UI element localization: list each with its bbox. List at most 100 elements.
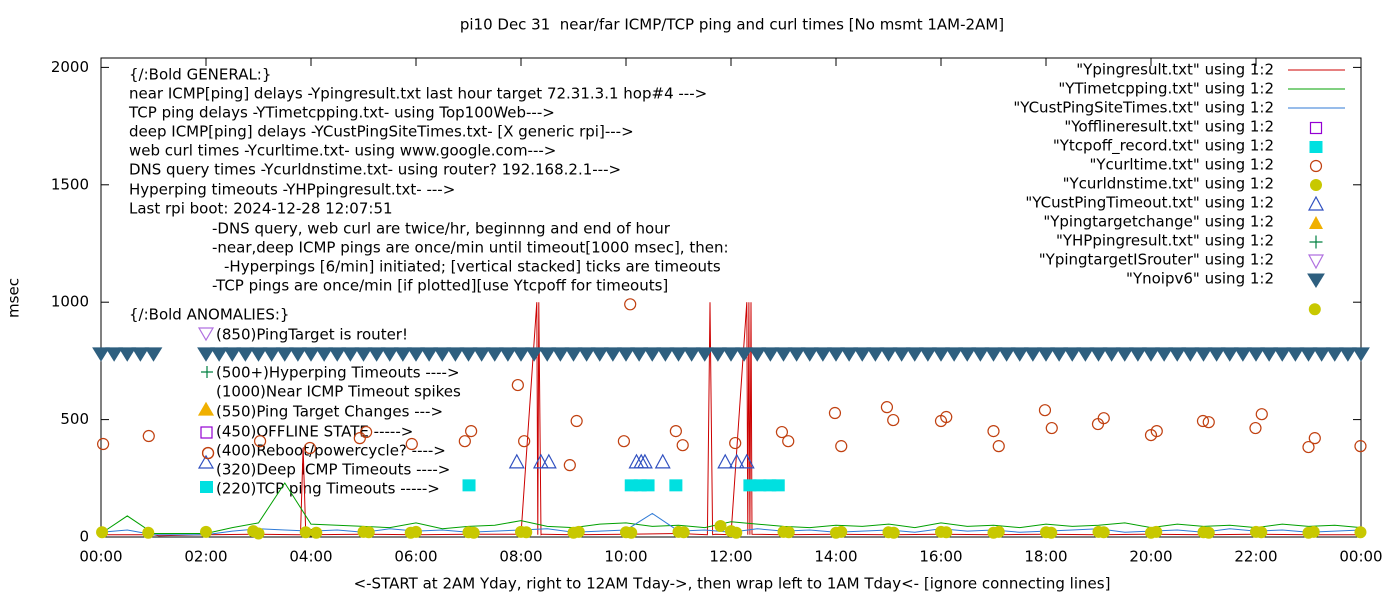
- marker: [236, 347, 255, 362]
- marker: [835, 440, 848, 453]
- marker: [410, 525, 422, 538]
- legend-label: "Ypingresult.txt" using 1:2: [1076, 61, 1274, 79]
- marker: [354, 347, 373, 362]
- marker: [1307, 195, 1325, 211]
- annotation: (400)Reboot/powercycle? ---->: [216, 442, 446, 460]
- marker: [1196, 414, 1210, 428]
- marker: [532, 453, 549, 469]
- y-tick-label: 1000: [51, 293, 89, 311]
- marker: [252, 527, 265, 540]
- marker: [945, 347, 964, 362]
- marker: [1181, 347, 1200, 362]
- symbol: [197, 401, 215, 416]
- marker: [1097, 526, 1110, 539]
- marker: [853, 347, 872, 362]
- marker: [446, 347, 465, 362]
- marker: [641, 479, 655, 492]
- marker: [1249, 421, 1262, 435]
- marker: [1286, 347, 1305, 362]
- marker: [459, 347, 478, 362]
- marker: [96, 526, 109, 539]
- marker: [1273, 347, 1292, 362]
- marker: [624, 298, 637, 311]
- marker: [800, 347, 819, 362]
- marker: [341, 347, 360, 362]
- marker: [1302, 440, 1315, 454]
- marker: [472, 347, 491, 362]
- y-tick-label: 1500: [51, 175, 89, 193]
- marker: [1037, 347, 1055, 362]
- marker: [708, 347, 727, 362]
- x-axis-label: <-START at 2AM Yday, right to 12AM Tday-…: [354, 575, 1111, 593]
- marker: [315, 347, 334, 362]
- annotation: web curl times -Ycurltime.txt- using www…: [129, 142, 556, 160]
- marker: [992, 440, 1005, 453]
- marker: [997, 347, 1016, 362]
- marker: [1202, 526, 1215, 539]
- annotation: TCP ping delays -YTimetcpping.txt- using…: [128, 104, 555, 122]
- marker: [617, 435, 631, 448]
- marker: [1128, 347, 1147, 362]
- marker: [518, 435, 531, 448]
- legend-label: "YCustPingTimeout.txt" using 1:2: [1025, 194, 1274, 212]
- marker: [564, 347, 583, 362]
- marker: [840, 347, 859, 362]
- annotation: {/:Bold ANOMALIES:}: [129, 306, 289, 324]
- marker: [1325, 347, 1344, 362]
- marker: [380, 347, 399, 362]
- marker: [105, 347, 124, 362]
- marker: [302, 347, 320, 362]
- marker: [603, 347, 622, 362]
- marker: [887, 413, 900, 427]
- marker: [520, 526, 533, 539]
- marker: [590, 347, 609, 362]
- marker: [1102, 347, 1121, 362]
- marker: [1352, 347, 1370, 362]
- marker: [1308, 303, 1321, 316]
- marker: [669, 347, 688, 362]
- marker: [1310, 179, 1322, 191]
- marker: [677, 526, 690, 539]
- marker: [540, 453, 557, 469]
- annotation: -near,deep ICMP pings are once/min until…: [212, 239, 729, 257]
- legend-label: "Ypingtargetchange" using 1:2: [1043, 213, 1274, 231]
- marker: [722, 347, 740, 362]
- legend-label: "Ycurltime.txt" using 1:2: [1089, 156, 1274, 174]
- marker: [353, 432, 366, 445]
- marker: [987, 425, 1000, 438]
- marker: [202, 447, 215, 460]
- symbol: [200, 481, 213, 493]
- annotation: -DNS query, web curl are twice/hr, begin…: [212, 220, 671, 238]
- marker: [1142, 347, 1160, 362]
- annotation: (320)Deep ICMP Timeouts ---->: [216, 461, 450, 479]
- marker: [738, 453, 755, 469]
- marker: [932, 347, 950, 362]
- marker: [551, 347, 570, 362]
- marker: [511, 378, 524, 392]
- marker: [1255, 526, 1268, 539]
- marker: [617, 347, 635, 362]
- x-tick-label: 16:00: [919, 548, 962, 566]
- marker: [1307, 254, 1325, 270]
- y-axis-label: msec: [5, 278, 23, 318]
- marker: [695, 347, 714, 362]
- marker: [1194, 347, 1213, 362]
- y-tick-label: 500: [60, 410, 89, 428]
- marker: [774, 347, 793, 362]
- marker: [1307, 273, 1325, 288]
- marker: [1150, 425, 1163, 438]
- marker: [131, 347, 150, 362]
- marker: [880, 401, 894, 414]
- annotation: deep ICMP[ping] delays -YCustPingSiteTim…: [129, 123, 634, 141]
- marker: [420, 347, 439, 362]
- marker: [144, 347, 163, 362]
- x-tick-label: 06:00: [394, 548, 437, 566]
- marker: [458, 435, 471, 448]
- marker: [1097, 412, 1110, 425]
- marker: [310, 526, 323, 539]
- marker: [743, 479, 757, 492]
- marker: [735, 347, 754, 362]
- symbol: [197, 454, 215, 469]
- legend-label: "Ycurldnstime.txt" using 1:2: [1063, 175, 1274, 193]
